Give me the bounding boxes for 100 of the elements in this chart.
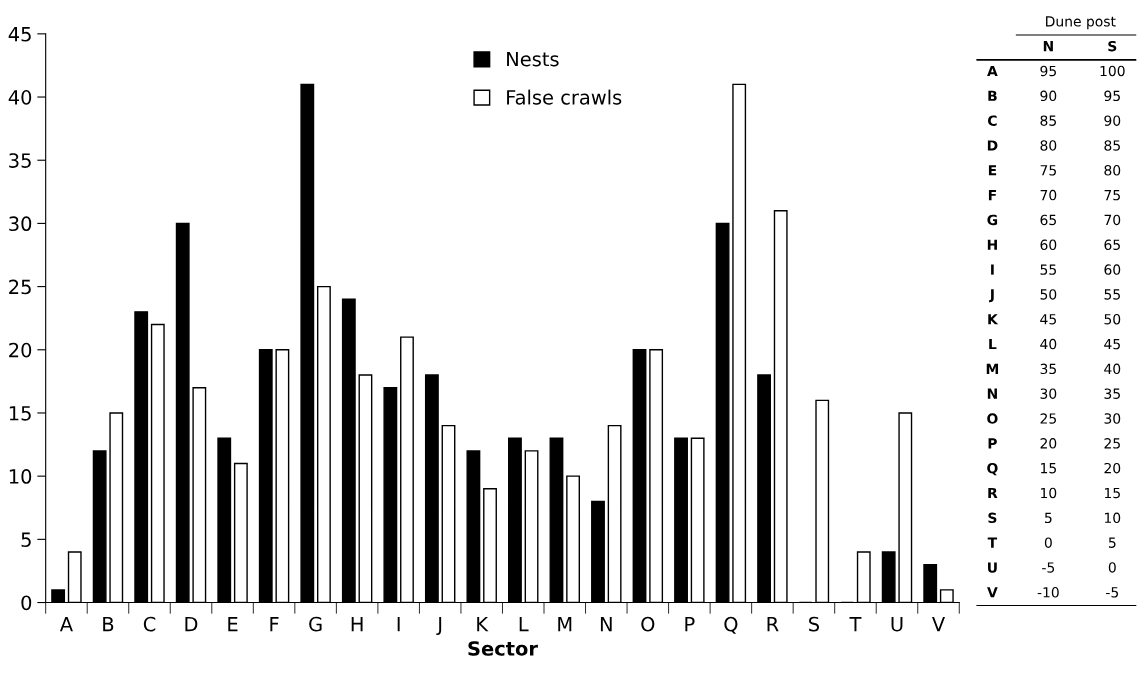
category-label: T xyxy=(987,537,998,548)
category-label: A xyxy=(987,65,998,77)
x-tick-label: O xyxy=(641,616,655,632)
x-tick-label: I xyxy=(397,617,400,632)
data-label: 15 xyxy=(1041,463,1056,474)
category-label: R xyxy=(988,487,998,499)
category-label: O xyxy=(987,413,998,424)
x-tick-label: L xyxy=(519,617,529,632)
data-label: 45 xyxy=(1104,338,1120,350)
category-label: L xyxy=(989,338,997,350)
data-label: 40 xyxy=(1040,338,1057,350)
x-tick-label: V xyxy=(932,617,946,632)
x-tick-label: A xyxy=(59,617,73,632)
x-tick-label: G xyxy=(309,616,322,632)
data-label: 70 xyxy=(1104,214,1121,226)
data-label: 0 xyxy=(1108,562,1116,573)
data-label: -5 xyxy=(1106,587,1119,598)
x-tick-label: D xyxy=(185,617,198,632)
x-tick-label: J xyxy=(436,617,442,636)
data-label: 55 xyxy=(1104,289,1120,300)
x-tick-label: P xyxy=(685,617,695,632)
y-tick-label: 25 xyxy=(9,279,31,295)
data-label: 10 xyxy=(1041,487,1057,499)
legend-label: Nests xyxy=(507,51,559,67)
x-tick-label: Q xyxy=(724,616,738,634)
x-tick-label: H xyxy=(351,617,363,632)
data-label: -10 xyxy=(1037,587,1059,598)
legend-label: False crawls xyxy=(507,89,622,105)
y-tick-label: 40 xyxy=(8,89,32,105)
category-label: F xyxy=(988,190,996,201)
category-label: Q xyxy=(987,462,998,476)
data-label: 45 xyxy=(1040,314,1056,325)
data-label: 75 xyxy=(1104,190,1120,201)
y-tick-label: 30 xyxy=(9,216,32,232)
text: Dune post xyxy=(1046,16,1116,30)
text: S xyxy=(1108,40,1117,52)
data-label: 95 xyxy=(1104,90,1120,102)
y-tick-label: 0 xyxy=(21,595,32,611)
x-axis-title: Sector xyxy=(468,641,538,656)
y-tick-label: 45 xyxy=(8,27,31,42)
data-label: 30 xyxy=(1104,413,1121,424)
category-label: E xyxy=(988,165,997,176)
y-tick-label: 20 xyxy=(9,342,32,358)
data-label: 10 xyxy=(1105,512,1121,524)
data-label: 5 xyxy=(1108,537,1116,548)
data-label: 35 xyxy=(1104,388,1120,399)
data-label: 95 xyxy=(1040,65,1056,77)
data-label: 0 xyxy=(1044,537,1052,548)
data-label: 5 xyxy=(1045,512,1052,524)
y-tick-label: 35 xyxy=(9,153,31,168)
x-tick-label: F xyxy=(270,617,279,632)
x-tick-label: U xyxy=(891,617,903,632)
category-label: J xyxy=(989,289,994,303)
data-label: 35 xyxy=(1040,363,1056,375)
category-label: D xyxy=(987,140,998,151)
data-label: 70 xyxy=(1040,189,1057,201)
category-label: I xyxy=(991,264,994,275)
category-label: U xyxy=(988,562,997,573)
data-label: 85 xyxy=(1040,115,1056,126)
category-label: N xyxy=(987,388,997,399)
data-label: 20 xyxy=(1040,438,1057,449)
data-label: 90 xyxy=(1040,90,1057,102)
data-label: 100 xyxy=(1100,65,1125,77)
data-label: -5 xyxy=(1042,562,1055,573)
category-label: V xyxy=(987,587,998,598)
data-label: 90 xyxy=(1104,115,1121,126)
category-label: B xyxy=(988,90,997,101)
x-tick-label: S xyxy=(809,616,820,632)
data-label: 40 xyxy=(1104,363,1121,375)
data-label: 30 xyxy=(1040,388,1057,399)
data-label: 65 xyxy=(1104,239,1120,251)
data-label: 60 xyxy=(1104,264,1121,275)
x-tick-label: T xyxy=(849,617,862,632)
x-tick-label: M xyxy=(558,617,572,632)
data-label: 25 xyxy=(1104,438,1120,449)
data-label: 65 xyxy=(1040,214,1056,226)
x-tick-label: B xyxy=(103,617,114,632)
data-label: 25 xyxy=(1040,413,1056,424)
y-tick-label: 10 xyxy=(9,469,32,484)
category-label: H xyxy=(987,239,997,250)
x-tick-label: C xyxy=(143,616,156,632)
x-tick-label: N xyxy=(600,617,612,632)
data-label: 20 xyxy=(1104,462,1121,474)
data-label: 80 xyxy=(1104,165,1121,176)
category-label: P xyxy=(988,438,997,449)
data-label: 50 xyxy=(1040,289,1057,300)
data-label: 55 xyxy=(1040,264,1056,275)
category-label: G xyxy=(987,214,998,226)
text: N xyxy=(1043,41,1053,52)
category-label: S xyxy=(988,512,997,524)
x-tick-label: K xyxy=(477,617,489,632)
x-tick-label: R xyxy=(767,617,779,632)
y-tick-label: 15 xyxy=(9,406,31,421)
data-label: 60 xyxy=(1040,239,1057,251)
category-label: M xyxy=(986,363,999,374)
y-tick-label: 5 xyxy=(21,532,31,548)
x-tick-label: E xyxy=(228,617,238,632)
category-label: K xyxy=(988,314,999,325)
data-label: 80 xyxy=(1040,140,1057,151)
category-label: C xyxy=(987,115,997,126)
